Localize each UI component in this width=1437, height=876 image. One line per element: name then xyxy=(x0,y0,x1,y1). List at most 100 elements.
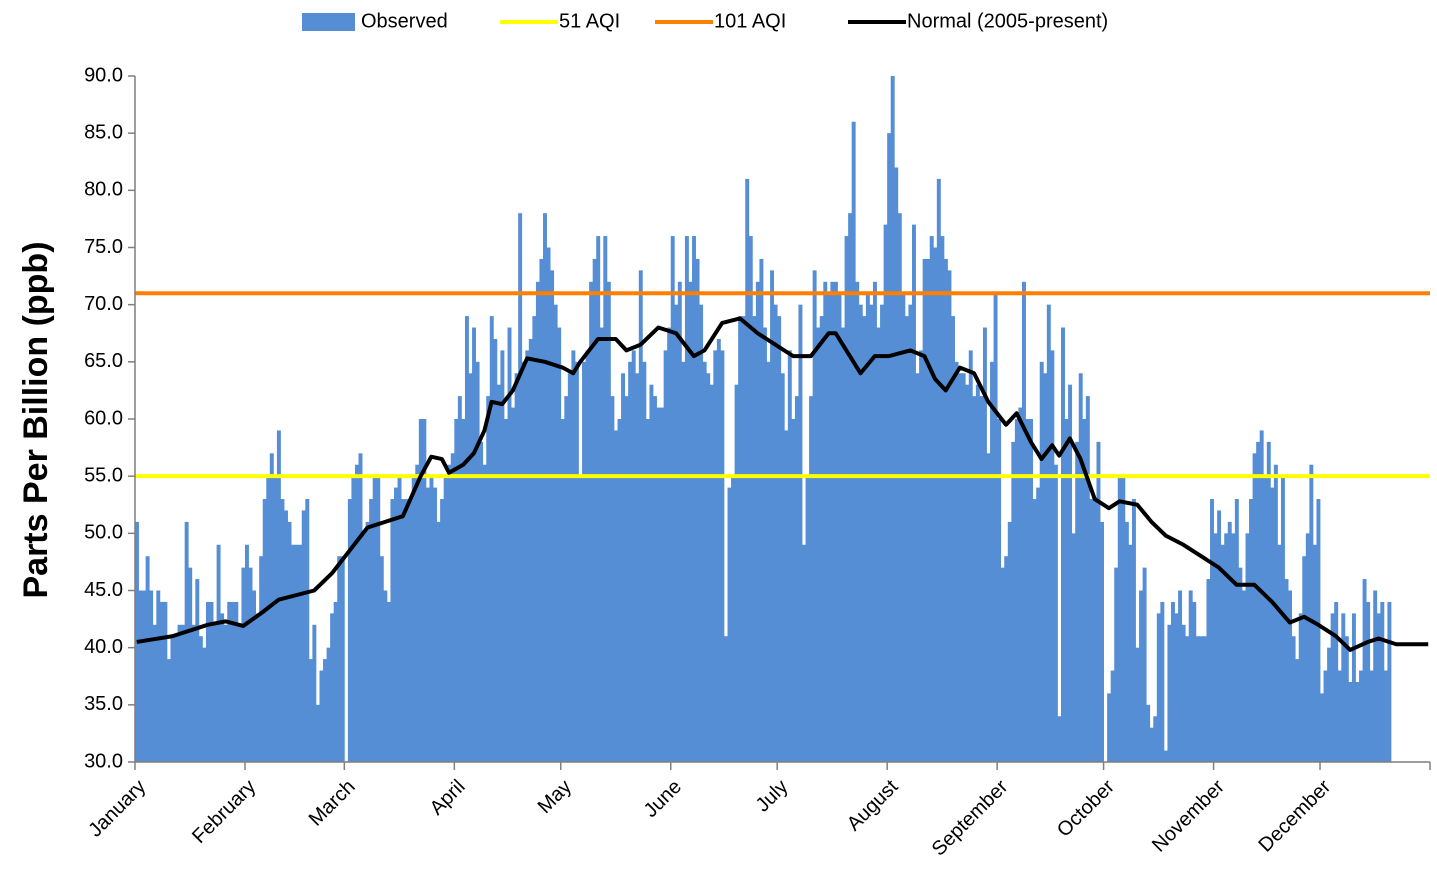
bar xyxy=(489,316,494,762)
bar xyxy=(1053,464,1058,762)
bar xyxy=(865,293,870,762)
bar xyxy=(298,544,303,762)
bar xyxy=(1298,613,1303,762)
bar xyxy=(738,316,743,762)
bar xyxy=(1149,727,1154,762)
bar xyxy=(1178,590,1183,762)
bar xyxy=(883,224,888,763)
bar xyxy=(1110,670,1115,762)
bar xyxy=(653,396,657,762)
bar xyxy=(1210,499,1214,762)
bar xyxy=(1121,476,1126,762)
bar xyxy=(1007,521,1012,762)
x-tick-label: December xyxy=(1254,775,1335,856)
bar xyxy=(780,373,785,762)
bar xyxy=(755,281,760,762)
bar xyxy=(968,350,973,762)
bar xyxy=(798,304,803,762)
bar xyxy=(872,281,877,762)
bar xyxy=(1366,601,1371,762)
bar xyxy=(1128,544,1133,762)
bar xyxy=(805,476,810,762)
bar xyxy=(592,258,597,762)
bar xyxy=(912,224,916,763)
bar xyxy=(560,419,565,762)
bar xyxy=(1050,350,1055,762)
bar xyxy=(1295,659,1300,762)
bar xyxy=(340,556,345,762)
bar xyxy=(830,281,835,762)
legend-label: Observed xyxy=(361,10,448,32)
bar xyxy=(443,476,448,762)
bar xyxy=(546,247,551,762)
x-tick-label: August xyxy=(843,775,903,835)
x-tick-label: October xyxy=(1053,775,1119,841)
bar xyxy=(656,407,661,762)
bar xyxy=(1061,327,1065,762)
bar xyxy=(936,178,941,762)
bar xyxy=(975,384,980,762)
y-tick-label: 85.0 xyxy=(84,121,123,143)
bar xyxy=(1131,499,1136,762)
bar xyxy=(1280,476,1285,762)
bar xyxy=(1312,544,1317,762)
bar xyxy=(1146,704,1151,762)
bar xyxy=(1096,441,1101,762)
bar xyxy=(617,419,622,762)
bar xyxy=(1032,499,1037,762)
bar xyxy=(851,121,856,762)
bar xyxy=(1107,693,1112,762)
bar xyxy=(716,338,721,762)
bar xyxy=(816,327,821,762)
bar xyxy=(525,350,530,762)
bar xyxy=(1071,533,1076,762)
bar xyxy=(1224,533,1229,762)
bar xyxy=(152,624,157,762)
bar xyxy=(425,487,430,762)
bar xyxy=(1344,636,1349,762)
bar xyxy=(990,361,995,762)
y-tick-label: 50.0 xyxy=(84,522,123,544)
bar xyxy=(1337,670,1342,762)
bar xyxy=(496,384,501,762)
bar xyxy=(745,178,750,762)
y-tick-label: 35.0 xyxy=(84,693,123,715)
bar xyxy=(174,636,178,762)
y-tick-label: 80.0 xyxy=(84,179,123,201)
bar xyxy=(472,327,477,762)
bar xyxy=(507,327,512,762)
bar xyxy=(1284,579,1289,762)
bar xyxy=(273,476,278,762)
bar xyxy=(1387,601,1392,762)
bar xyxy=(1188,590,1193,762)
bar xyxy=(1064,419,1069,762)
bar xyxy=(248,567,253,762)
bar xyxy=(773,304,778,762)
bar xyxy=(812,270,817,762)
bar xyxy=(1043,373,1048,762)
bar xyxy=(695,258,700,762)
bar xyxy=(819,316,824,762)
bar xyxy=(904,316,909,762)
bar xyxy=(305,499,310,762)
bar xyxy=(365,521,370,762)
bar xyxy=(862,316,867,762)
bar xyxy=(1011,441,1016,762)
bar xyxy=(723,636,728,762)
bar xyxy=(241,567,246,762)
bar xyxy=(649,384,654,762)
bar xyxy=(138,590,143,762)
bar xyxy=(809,396,814,762)
bar xyxy=(589,281,594,762)
bar xyxy=(1039,361,1044,762)
bar xyxy=(823,281,828,762)
bar xyxy=(1245,533,1250,762)
bar xyxy=(358,453,363,762)
bar xyxy=(347,499,352,762)
bar xyxy=(926,258,931,762)
bar xyxy=(929,236,934,763)
bar xyxy=(684,236,689,763)
bar xyxy=(284,510,288,762)
bar xyxy=(1266,441,1271,762)
bar xyxy=(1124,521,1129,762)
